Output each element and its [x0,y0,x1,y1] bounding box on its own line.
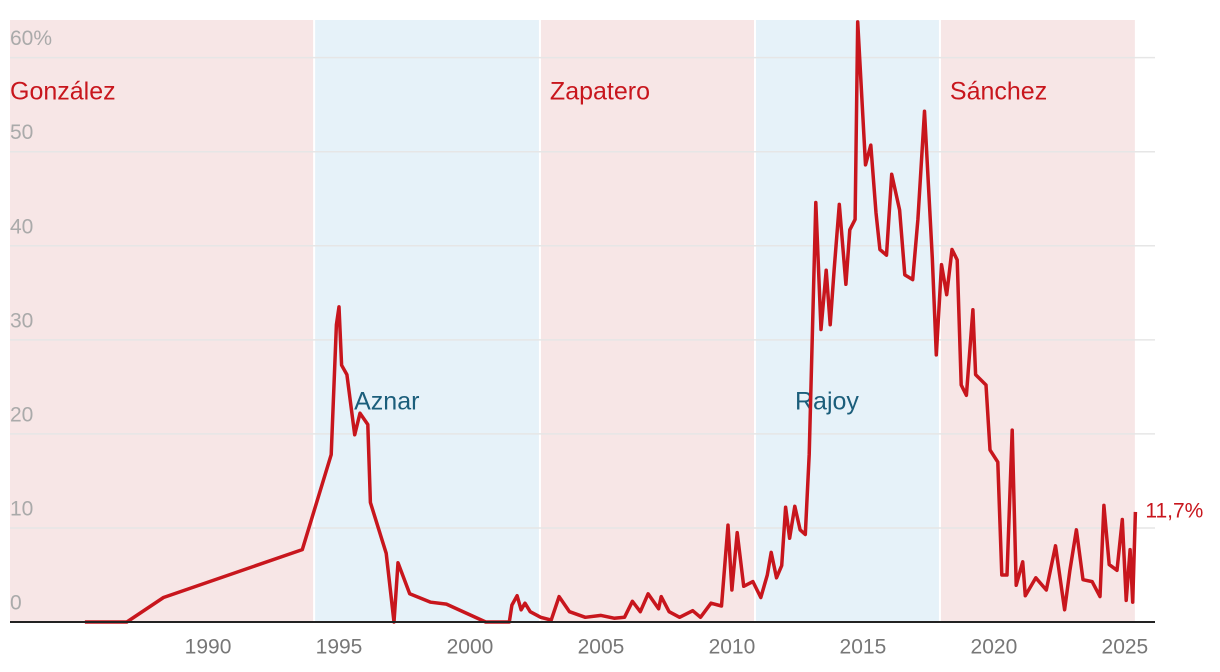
y-tick-label: 20 [10,403,33,426]
y-tick-label: 0 [10,592,22,615]
period-label: González [10,78,116,106]
x-tick-label: 2005 [578,636,625,659]
y-tick-label: 30 [10,309,33,332]
x-tick-label: 1995 [316,636,363,659]
end-label: 11,7% [1145,499,1203,522]
x-tick-label: 2010 [709,636,756,659]
period-band [315,20,539,622]
period-label: Rajoy [795,388,859,416]
period-label: Zapatero [550,78,650,106]
y-tick-label: 10 [10,497,33,520]
period-band [10,20,314,622]
y-tick-label: 60% [10,27,52,50]
y-tick-label: 40 [10,215,33,238]
period-band [540,20,754,622]
x-tick-label: 2000 [447,636,494,659]
x-tick-label: 2025 [1102,636,1149,659]
period-label: Aznar [354,388,419,416]
period-label: Sánchez [950,78,1047,106]
x-tick-label: 2020 [971,636,1018,659]
y-tick-label: 50 [10,121,33,144]
x-tick-label: 1990 [185,636,232,659]
x-tick-label: 2015 [840,636,887,659]
